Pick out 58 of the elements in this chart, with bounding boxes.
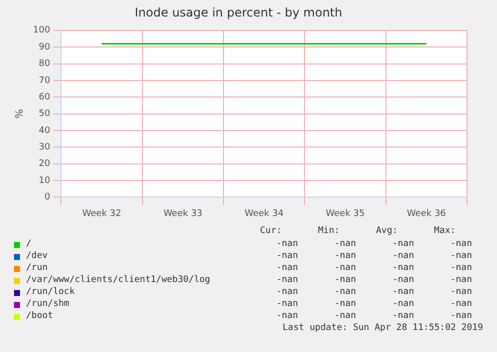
- y-tick-label: 80: [38, 59, 50, 70]
- y-tick-label: 100: [32, 26, 50, 36]
- legend-label: /run/shm: [26, 299, 70, 309]
- text: -nan: [391, 287, 414, 297]
- y-tick-label: 90: [38, 42, 50, 52]
- text: -nan: [333, 311, 356, 321]
- legend-label: /run/lock: [26, 287, 75, 297]
- x-tick-label: Week 35: [326, 208, 365, 219]
- text: Min:: [318, 226, 340, 236]
- text: Last update: Sun Apr 28 11:55:02 2019: [282, 323, 483, 333]
- y-tick-label: 50: [38, 109, 50, 120]
- text: -nan: [275, 263, 298, 273]
- y-tick-label: 30: [38, 142, 50, 153]
- x-tick-label: Week 36: [406, 208, 446, 219]
- text: -nan: [333, 299, 356, 309]
- text: -nan: [391, 311, 414, 321]
- text: -nan: [391, 275, 414, 285]
- legend-label: /boot: [26, 311, 54, 321]
- y-tick-label: 0: [44, 192, 50, 203]
- text: -nan: [333, 239, 356, 249]
- text: -nan: [275, 299, 298, 309]
- text: Max:: [434, 226, 456, 236]
- text: -nan: [275, 239, 298, 249]
- chart-title: Inode usage in percent - by month: [134, 5, 342, 20]
- x-tick-label: Week 32: [82, 208, 122, 219]
- text: -nan: [449, 299, 472, 309]
- y-tick-label: 10: [38, 176, 50, 186]
- text: -nan: [449, 287, 472, 297]
- text: -nan: [391, 263, 414, 273]
- text: -nan: [275, 287, 298, 297]
- y-axis-title: %: [14, 109, 26, 119]
- text: -nan: [449, 311, 472, 321]
- text: -nan: [275, 311, 298, 321]
- legend-label: /var/www/clients/client1/web30/log: [26, 275, 210, 285]
- text: -nan: [391, 251, 414, 261]
- text: -nan: [391, 239, 414, 249]
- text: -nan: [275, 275, 298, 285]
- text: -nan: [449, 239, 472, 249]
- text: -nan: [333, 251, 356, 261]
- text: Cur:: [260, 226, 282, 236]
- y-tick-label: 40: [38, 126, 50, 136]
- text: Avg:: [376, 226, 398, 236]
- y-tick-label: 70: [38, 76, 50, 86]
- text: -nan: [333, 275, 356, 285]
- text: -nan: [449, 275, 472, 285]
- x-tick-label: Week 34: [244, 208, 284, 219]
- x-tick-label: Week 33: [163, 208, 202, 219]
- legend-label: /run: [26, 263, 48, 273]
- text: -nan: [333, 287, 356, 297]
- text: -nan: [449, 263, 472, 273]
- text: -nan: [449, 251, 472, 261]
- text: -nan: [333, 263, 356, 273]
- legend-label: /dev: [26, 251, 48, 261]
- y-tick-label: 20: [38, 159, 50, 170]
- text: -nan: [391, 299, 414, 309]
- y-tick-label: 60: [38, 92, 50, 102]
- legend-label: /: [26, 239, 32, 249]
- text: -nan: [275, 251, 298, 261]
